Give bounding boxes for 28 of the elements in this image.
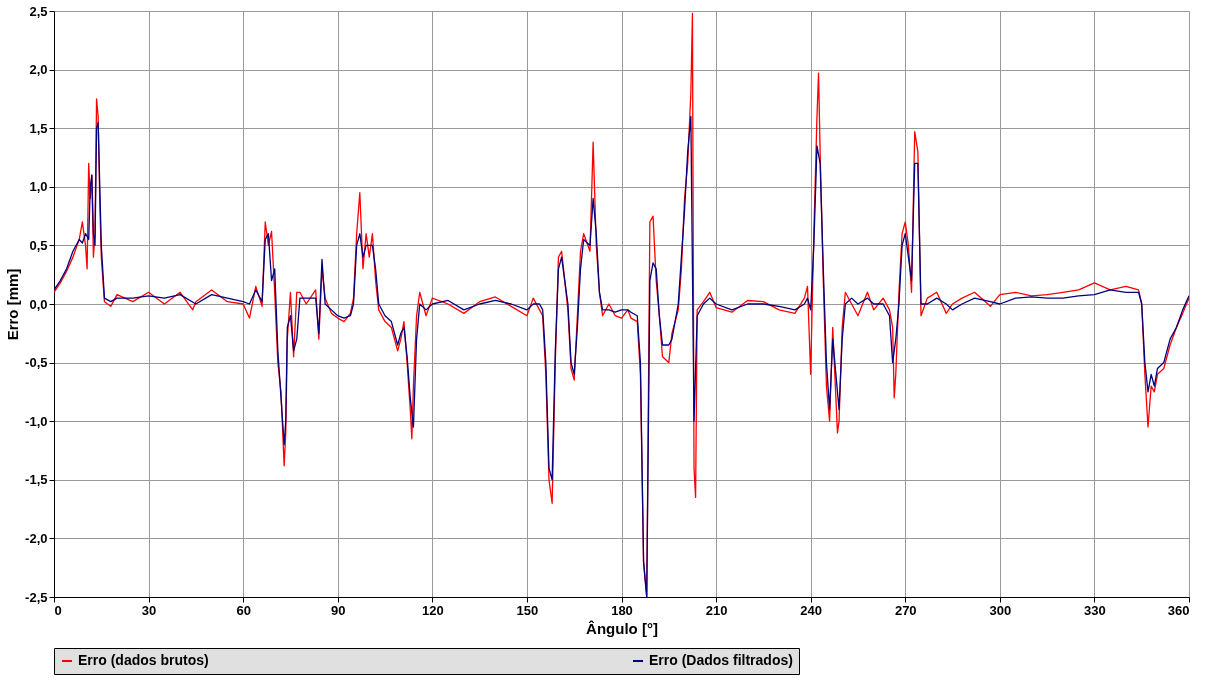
x-axis-title: Ângulo [°] bbox=[586, 619, 658, 637]
x-tick-label: 270 bbox=[894, 602, 917, 618]
x-tick-label: 360 bbox=[1167, 602, 1190, 618]
y-tick-label: -2,0 bbox=[25, 530, 48, 546]
x-tick-label: 0 bbox=[54, 602, 62, 618]
x-tick-label: 30 bbox=[141, 602, 157, 618]
y-tick-label: -1,0 bbox=[25, 413, 48, 429]
y-tick-label: -1,5 bbox=[25, 472, 48, 488]
y-tick-label: -2,5 bbox=[25, 589, 48, 605]
x-tick-label: 90 bbox=[331, 602, 346, 618]
x-tick-label: 240 bbox=[800, 602, 823, 618]
x-tick-label: 330 bbox=[1084, 602, 1106, 618]
x-tick-label: 300 bbox=[989, 602, 1012, 618]
x-tick-label: 210 bbox=[705, 602, 728, 618]
legend-label: Erro (Dados filtrados) bbox=[649, 652, 793, 668]
y-tick-label: 1,0 bbox=[29, 179, 48, 195]
legend-label: Erro (dados brutos) bbox=[78, 652, 209, 668]
y-tick-label: 2,0 bbox=[29, 62, 48, 78]
x-tick-label: 150 bbox=[516, 602, 539, 618]
y-tick-label: 1,5 bbox=[29, 120, 48, 136]
x-tick-label: 60 bbox=[236, 602, 251, 618]
y-tick-label: 0,0 bbox=[29, 296, 48, 312]
y-tick-label: 2,5 bbox=[29, 3, 48, 19]
y-tick-label: -0,5 bbox=[25, 355, 48, 371]
x-tick-label: 180 bbox=[611, 602, 633, 618]
y-tick-label: 0,5 bbox=[29, 237, 48, 253]
x-tick-label: 120 bbox=[421, 602, 444, 618]
y-axis-title: Erro [mm] bbox=[4, 268, 22, 341]
